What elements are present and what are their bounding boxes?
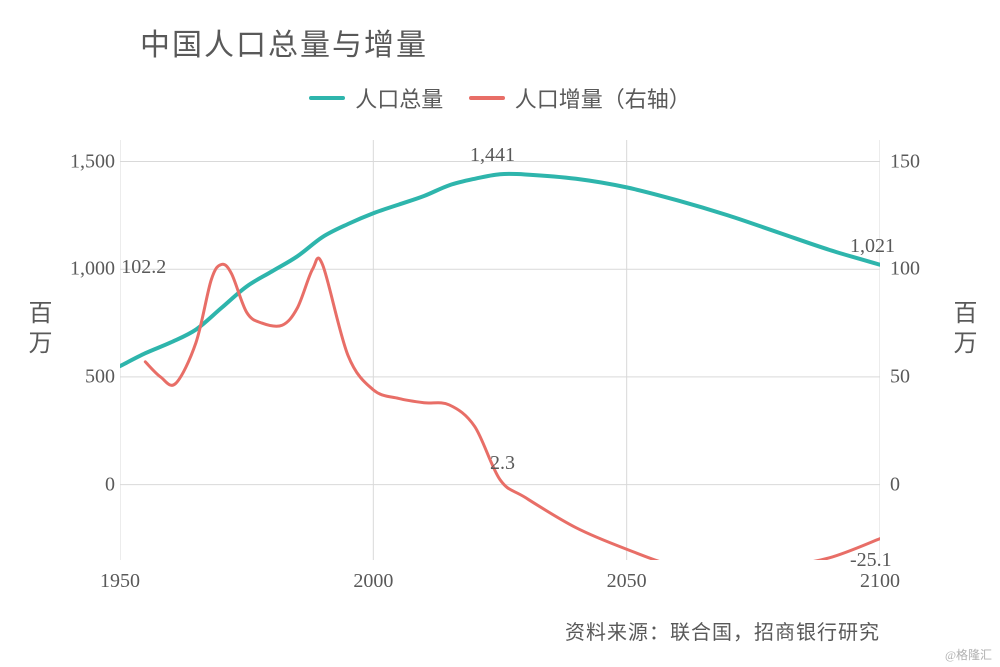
legend: 人口总量 人口增量（右轴） (0, 80, 1000, 114)
x-tick: 2100 (860, 570, 900, 593)
chart-title: 中国人口总量与增量 (140, 20, 428, 64)
y-right-tick: 100 (890, 258, 920, 281)
data-label: -25.1 (850, 549, 892, 572)
y-axis-right-label: 百万 (945, 300, 980, 360)
y-right-tick: 0 (890, 473, 900, 496)
plot-area (120, 140, 880, 560)
series-delta-line (145, 258, 880, 560)
plot-svg (120, 140, 880, 560)
x-tick: 2050 (607, 570, 647, 593)
chart-container: { "title": "中国人口总量与增量", "legend": { "ser… (0, 0, 1000, 667)
series-total-line (120, 174, 880, 366)
y-right-tick: 50 (890, 365, 910, 388)
y-left-tick: 0 (105, 473, 115, 496)
legend-swatch-total (309, 96, 345, 100)
legend-item-delta: 人口增量（右轴） (469, 82, 691, 114)
legend-label-delta: 人口增量（右轴） (515, 82, 691, 114)
legend-label-total: 人口总量 (355, 82, 443, 114)
y-right-tick: 150 (890, 150, 920, 173)
y-left-tick: 500 (85, 365, 115, 388)
data-label: 2.3 (490, 452, 515, 475)
x-tick: 1950 (100, 570, 140, 593)
source-text: 资料来源：联合国，招商银行研究 (565, 616, 880, 645)
x-tick: 2000 (353, 570, 393, 593)
legend-item-total: 人口总量 (309, 82, 443, 114)
y-axis-left-label: 百万 (20, 300, 55, 360)
y-left-tick: 1,000 (70, 258, 115, 281)
gridlines (120, 140, 880, 560)
legend-swatch-delta (469, 96, 505, 100)
data-label: 102.2 (121, 256, 166, 279)
watermark: @格隆汇 (945, 646, 992, 663)
y-left-tick: 1,500 (70, 150, 115, 173)
data-label: 1,021 (850, 235, 895, 258)
data-label: 1,441 (470, 144, 515, 167)
